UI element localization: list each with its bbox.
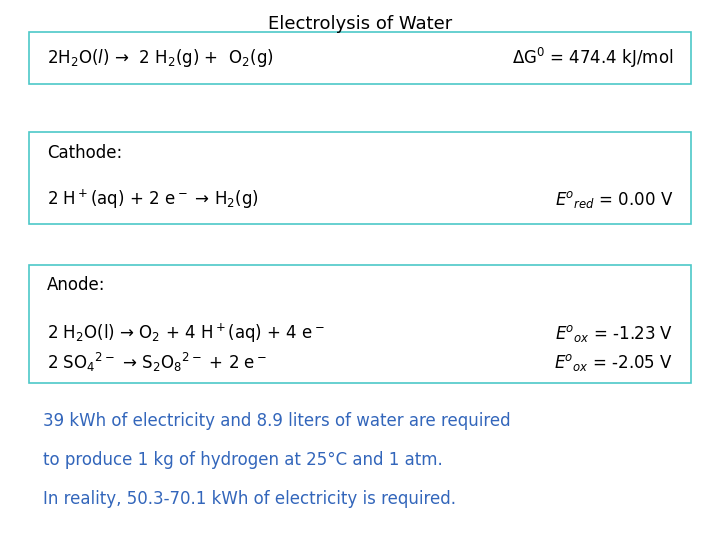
FancyBboxPatch shape xyxy=(29,265,691,383)
Text: 2 H$_2$O(l) → O$_2$ + 4 H$^+$(aq) + 4 e$^-$: 2 H$_2$O(l) → O$_2$ + 4 H$^+$(aq) + 4 e$… xyxy=(47,322,325,345)
Text: In reality, 50.3-70.1 kWh of electricity is required.: In reality, 50.3-70.1 kWh of electricity… xyxy=(43,490,456,508)
FancyBboxPatch shape xyxy=(29,32,691,84)
FancyBboxPatch shape xyxy=(29,132,691,224)
Text: Anode:: Anode: xyxy=(47,276,105,294)
Text: $\it{E}$$^o$$_{ox}$ = -2.05 V: $\it{E}$$^o$$_{ox}$ = -2.05 V xyxy=(554,353,673,373)
Text: 2H$_2$O($\it{l}$) →  2 H$_2$(g) +  O$_2$(g): 2H$_2$O($\it{l}$) → 2 H$_2$(g) + O$_2$(g… xyxy=(47,47,274,69)
Text: Electrolysis of Water: Electrolysis of Water xyxy=(268,15,452,33)
Text: $\Delta$G$^0$ = 474.4 kJ/mol: $\Delta$G$^0$ = 474.4 kJ/mol xyxy=(512,46,673,70)
Text: $\it{E}$$^o$$_{red}$ = 0.00 V: $\it{E}$$^o$$_{red}$ = 0.00 V xyxy=(555,190,673,210)
Text: to produce 1 kg of hydrogen at 25°C and 1 atm.: to produce 1 kg of hydrogen at 25°C and … xyxy=(43,451,443,469)
Text: 2 H$^+$(aq) + 2 e$^-$ → H$_2$(g): 2 H$^+$(aq) + 2 e$^-$ → H$_2$(g) xyxy=(47,188,258,212)
Text: Cathode:: Cathode: xyxy=(47,144,122,162)
Text: $\it{E}$$^o$$_{ox}$ = -1.23 V: $\it{E}$$^o$$_{ox}$ = -1.23 V xyxy=(555,323,673,344)
Text: 39 kWh of electricity and 8.9 liters of water are required: 39 kWh of electricity and 8.9 liters of … xyxy=(43,412,510,430)
Text: 2 SO$_4$$^{2-}$ → S$_2$O$_8$$^{2-}$ + 2 e$^-$: 2 SO$_4$$^{2-}$ → S$_2$O$_8$$^{2-}$ + 2 … xyxy=(47,352,267,374)
